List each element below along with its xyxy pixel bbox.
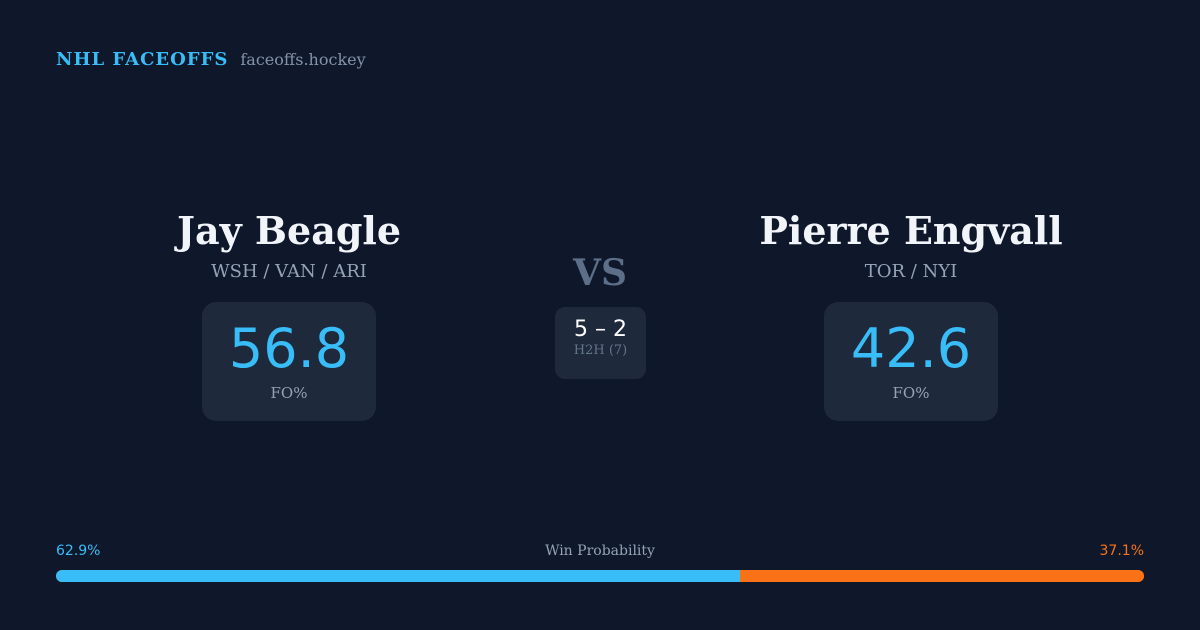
brand: NHL FACEOFFS faceoffs.hockey — [56, 49, 366, 70]
player-2-teams: TOR / NYI — [864, 261, 958, 282]
h2h-card: 5 – 2 H2H (7) — [555, 307, 646, 379]
vs-label: VS — [573, 252, 627, 294]
player-1-fo-card: 56.8 FO% — [202, 302, 376, 421]
brand-site: faceoffs.hockey — [240, 50, 366, 69]
win-prob-right: 37.1% — [1099, 543, 1144, 559]
win-prob-bar-player-1 — [56, 570, 741, 582]
player-2-fo-label: FO% — [892, 384, 930, 402]
player-1-fo-label: FO% — [270, 384, 308, 402]
player-1-teams: WSH / VAN / ARI — [211, 261, 367, 282]
player-2-fo-pct: 42.6 — [850, 317, 972, 380]
win-prob-label: Win Probability — [545, 543, 655, 559]
win-probability: 62.9% Win Probability 37.1% — [56, 543, 1144, 582]
win-prob-bar — [56, 570, 1144, 582]
win-prob-left: 62.9% — [56, 543, 101, 559]
h2h-score: 5 – 2 — [574, 317, 627, 342]
h2h-label: H2H (7) — [573, 343, 628, 358]
player-1-name: Jay Beagle — [176, 208, 401, 253]
player-1: Jay Beagle WSH / VAN / ARI 56.8 FO% — [79, 205, 499, 421]
player-1-fo-pct: 56.8 — [228, 317, 350, 380]
player-2-name: Pierre Engvall — [759, 208, 1063, 253]
brand-title: NHL FACEOFFS — [56, 49, 229, 70]
player-2: Pierre Engvall TOR / NYI 42.6 FO% — [701, 205, 1121, 421]
win-prob-bar-player-2 — [740, 570, 1144, 582]
player-2-fo-card: 42.6 FO% — [824, 302, 998, 421]
